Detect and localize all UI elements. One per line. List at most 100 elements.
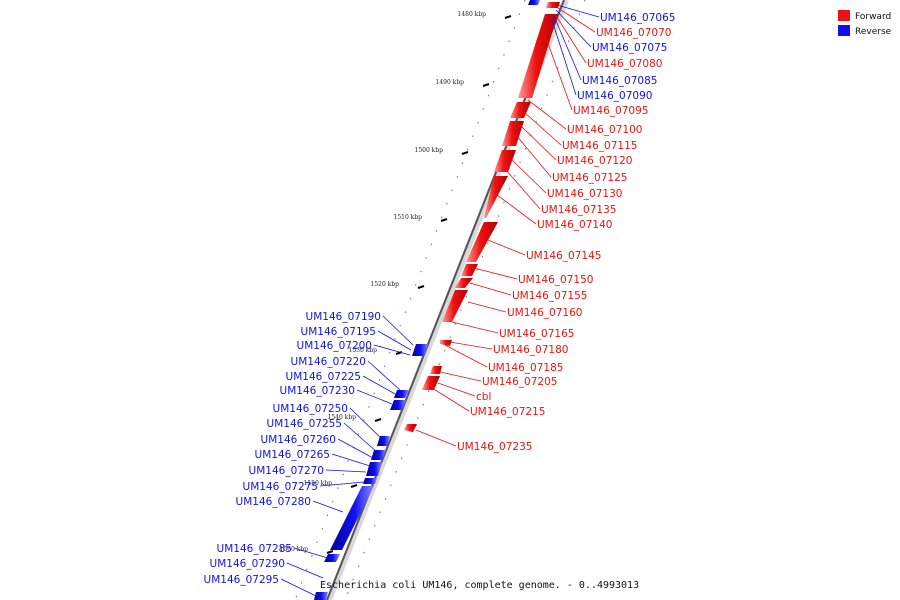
feature-block[interactable] bbox=[377, 436, 390, 446]
gene-label[interactable]: cbl bbox=[476, 391, 491, 403]
gene-label[interactable]: UM146_07285 bbox=[217, 543, 292, 555]
leader-line bbox=[451, 321, 499, 334]
tick-mark bbox=[374, 418, 382, 422]
gene-label[interactable]: UM146_07215 bbox=[470, 406, 545, 418]
leader-line bbox=[439, 371, 482, 382]
feature-block[interactable] bbox=[442, 290, 468, 322]
leader-line bbox=[496, 194, 537, 225]
tick-label: 1510 kbp bbox=[394, 214, 423, 221]
tick-label: 1480 kbp bbox=[458, 11, 487, 18]
feature-block[interactable] bbox=[502, 121, 524, 146]
gene-label[interactable]: UM146_07235 bbox=[457, 441, 532, 453]
feature-block[interactable] bbox=[518, 14, 558, 98]
gene-label[interactable]: UM146_07275 bbox=[243, 481, 318, 493]
tick-label: 1500 kbp bbox=[415, 147, 444, 154]
gene-label[interactable]: UM146_07190 bbox=[306, 311, 381, 323]
gene-label[interactable]: UM146_07090 bbox=[577, 90, 652, 102]
leader-line bbox=[449, 341, 493, 350]
gene-label[interactable]: UM146_07150 bbox=[518, 274, 593, 286]
tick-mark bbox=[417, 285, 425, 289]
leader-line bbox=[373, 344, 411, 356]
feature-block[interactable] bbox=[440, 340, 452, 346]
gene-label[interactable]: UM146_07075 bbox=[592, 42, 667, 54]
gene-label[interactable]: UM146_07165 bbox=[499, 328, 574, 340]
tick-mark bbox=[461, 151, 469, 155]
feature-block[interactable] bbox=[484, 176, 508, 218]
gene-label[interactable]: UM146_07290 bbox=[210, 558, 285, 570]
gene-label[interactable]: UM146_07295 bbox=[204, 574, 279, 586]
leader-line bbox=[349, 407, 384, 441]
reverse-features bbox=[314, 0, 540, 600]
leader-line bbox=[337, 438, 374, 459]
feature-block[interactable] bbox=[330, 486, 374, 550]
gene-label[interactable]: UM146_07260 bbox=[261, 434, 336, 446]
leader-line bbox=[331, 453, 371, 467]
gene-label[interactable]: UM146_07230 bbox=[280, 385, 355, 397]
gene-label[interactable]: UM146_07125 bbox=[552, 172, 627, 184]
gene-label[interactable]: UM146_07140 bbox=[537, 219, 612, 231]
feature-block[interactable] bbox=[314, 592, 328, 600]
feature-block[interactable] bbox=[412, 344, 428, 356]
feature-block[interactable] bbox=[455, 278, 473, 288]
tick-mark bbox=[482, 83, 490, 87]
gene-label[interactable]: UM146_07280 bbox=[236, 496, 311, 508]
feature-block[interactable] bbox=[430, 366, 442, 374]
feature-block[interactable] bbox=[394, 390, 409, 398]
forward-features bbox=[404, 2, 560, 432]
leader-line bbox=[556, 4, 600, 18]
gene-label[interactable]: UM146_07195 bbox=[301, 326, 376, 338]
leader-line bbox=[469, 282, 512, 296]
gene-label[interactable]: UM146_07200 bbox=[297, 340, 372, 352]
gene-label[interactable]: UM146_07070 bbox=[596, 27, 671, 39]
gene-label[interactable]: UM146_07220 bbox=[291, 356, 366, 368]
leader-line bbox=[444, 344, 488, 368]
feature-block[interactable] bbox=[390, 400, 406, 410]
gene-label[interactable]: UM146_07250 bbox=[273, 403, 348, 415]
gene-label[interactable]: UM146_07160 bbox=[507, 307, 582, 319]
tick-label: 1560 kbp bbox=[280, 546, 309, 553]
feature-block[interactable] bbox=[324, 554, 340, 562]
gene-label[interactable]: UM146_07145 bbox=[526, 250, 601, 262]
feature-block[interactable] bbox=[363, 478, 377, 484]
gene-label[interactable]: UM146_07095 bbox=[573, 105, 648, 117]
gene-label[interactable]: UM146_07120 bbox=[557, 155, 632, 167]
leader-line bbox=[551, 19, 577, 96]
gene-label[interactable]: UM146_07130 bbox=[547, 188, 622, 200]
leader-line bbox=[325, 469, 367, 473]
map-caption: Escherichia coli UM146, complete genome.… bbox=[320, 580, 639, 591]
legend-label-reverse: Reverse bbox=[855, 27, 892, 37]
gene-label[interactable]: UM146_07065 bbox=[600, 12, 675, 24]
leader-line bbox=[437, 382, 476, 397]
gene-label[interactable]: UM146_07155 bbox=[512, 290, 587, 302]
feature-block[interactable] bbox=[494, 150, 516, 172]
feature-block[interactable] bbox=[528, 0, 540, 5]
gene-label[interactable]: UM146_07255 bbox=[267, 418, 342, 430]
feature-block[interactable] bbox=[466, 222, 498, 262]
gene-label[interactable]: UM146_07115 bbox=[562, 140, 637, 152]
gene-label[interactable]: UM146_07100 bbox=[567, 124, 642, 136]
gene-label[interactable]: UM146_07135 bbox=[541, 204, 616, 216]
gene-labels: UM146_07065 UM146_07070 UM146_07075 UM146_0… bbox=[204, 12, 676, 586]
tick-mark bbox=[350, 484, 358, 488]
leader-line bbox=[367, 360, 401, 391]
leader-line bbox=[473, 267, 518, 280]
feature-block[interactable] bbox=[404, 424, 417, 432]
leader-line bbox=[431, 387, 470, 412]
gene-label[interactable]: UM146_07080 bbox=[587, 58, 662, 70]
leader-line bbox=[515, 134, 552, 178]
gene-label[interactable]: UM146_07265 bbox=[255, 449, 330, 461]
feature-block[interactable] bbox=[371, 450, 386, 460]
feature-block[interactable] bbox=[422, 376, 440, 390]
dotted-track-1 bbox=[294, 0, 526, 600]
gene-label[interactable]: UM146_07180 bbox=[493, 344, 568, 356]
legend-label-forward: Forward bbox=[855, 12, 891, 22]
leader-line bbox=[467, 301, 507, 313]
feature-block[interactable] bbox=[546, 2, 560, 8]
gene-label[interactable]: UM146_07085 bbox=[582, 75, 657, 87]
gene-label[interactable]: UM146_07185 bbox=[488, 362, 563, 374]
gene-label[interactable]: UM146_07205 bbox=[482, 376, 557, 388]
feature-block[interactable] bbox=[461, 264, 478, 276]
feature-block[interactable] bbox=[366, 462, 382, 476]
gene-label[interactable]: UM146_07270 bbox=[249, 465, 324, 477]
gene-label[interactable]: UM146_07225 bbox=[286, 371, 361, 383]
